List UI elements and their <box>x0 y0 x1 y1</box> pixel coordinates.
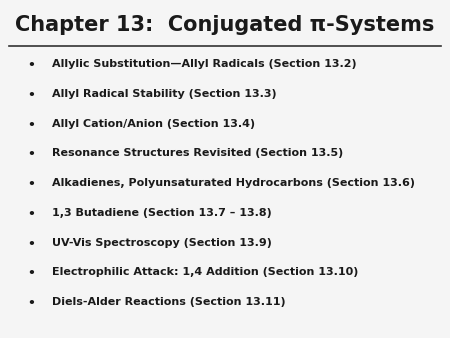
Text: Electrophilic Attack: 1,4 Addition (Section 13.10): Electrophilic Attack: 1,4 Addition (Sect… <box>52 267 358 277</box>
Text: Resonance Structures Revisited (Section 13.5): Resonance Structures Revisited (Section … <box>52 148 343 159</box>
Text: •: • <box>27 297 36 310</box>
Text: 1,3 Butadiene (Section 13.7 – 13.8): 1,3 Butadiene (Section 13.7 – 13.8) <box>52 208 271 218</box>
Text: •: • <box>27 148 36 161</box>
Text: Chapter 13:  Conjugated π-Systems: Chapter 13: Conjugated π-Systems <box>15 15 435 35</box>
Text: Allyl Cation/Anion (Section 13.4): Allyl Cation/Anion (Section 13.4) <box>52 119 255 129</box>
Text: •: • <box>27 119 36 131</box>
Text: •: • <box>27 238 36 250</box>
Text: Alkadienes, Polyunsaturated Hydrocarbons (Section 13.6): Alkadienes, Polyunsaturated Hydrocarbons… <box>52 178 415 188</box>
Text: Diels-Alder Reactions (Section 13.11): Diels-Alder Reactions (Section 13.11) <box>52 297 285 307</box>
Text: •: • <box>27 267 36 280</box>
Text: UV-Vis Spectroscopy (Section 13.9): UV-Vis Spectroscopy (Section 13.9) <box>52 238 272 248</box>
Text: •: • <box>27 89 36 102</box>
Text: •: • <box>27 208 36 221</box>
Text: Allylic Substitution—Allyl Radicals (Section 13.2): Allylic Substitution—Allyl Radicals (Sec… <box>52 59 356 69</box>
Text: Allyl Radical Stability (Section 13.3): Allyl Radical Stability (Section 13.3) <box>52 89 276 99</box>
Text: •: • <box>27 59 36 72</box>
Text: •: • <box>27 178 36 191</box>
